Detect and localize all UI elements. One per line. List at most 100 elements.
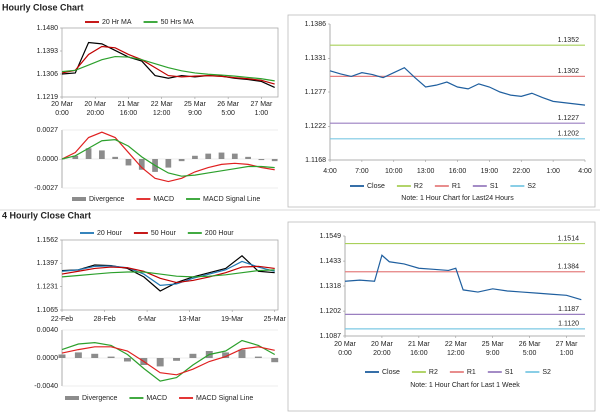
divergence-bar <box>91 353 99 358</box>
series-line <box>329 66 586 106</box>
legend-label: 20 Hr MA <box>102 19 132 26</box>
series-line <box>61 139 275 177</box>
y-tick-label: 1.1219 <box>37 94 59 101</box>
level-label: 1.1120 <box>558 321 579 328</box>
legend-label: S1 <box>505 369 514 376</box>
x-tick-label: 4:00 <box>323 168 337 175</box>
series-line <box>61 254 275 292</box>
series-line <box>61 346 275 376</box>
series-line <box>61 55 275 82</box>
level-label: 1.1302 <box>558 68 580 75</box>
x-tick-label: 27 Mar <box>556 341 578 348</box>
x-tick-label: 21 Mar <box>118 101 140 108</box>
y-tick-label: 1.1202 <box>320 308 342 315</box>
y-tick-label: 1.1433 <box>320 258 342 265</box>
series-line <box>61 260 275 286</box>
x-tick-label: 28-Feb <box>93 316 115 323</box>
divergence-bar <box>112 156 119 159</box>
x-tick-label: 22-Feb <box>51 316 73 323</box>
section-title: 4 Hourly Close Chart <box>2 210 91 220</box>
legend-label: MACD Signal Line <box>196 395 253 402</box>
x-tick-label: 20 Mar <box>84 101 106 108</box>
level-label: 1.1227 <box>558 115 580 122</box>
divergence-bar <box>138 159 145 170</box>
divergence-bar <box>125 159 132 166</box>
legend-label: MACD <box>153 196 174 203</box>
legend-swatch <box>65 396 79 400</box>
y-tick-label: -0.0027 <box>34 185 58 192</box>
y-tick-label: 0.0040 <box>37 327 59 334</box>
x-tick-label: 13:00 <box>417 168 435 175</box>
divergence-bar <box>205 153 212 159</box>
y-tick-label: 1.1306 <box>37 71 59 78</box>
series-line <box>344 254 582 301</box>
plot-frame <box>61 239 279 311</box>
x-tick-label: 12:00 <box>153 110 171 117</box>
x-tick-label: 6-Mar <box>138 316 157 323</box>
legend-swatch <box>72 197 86 201</box>
divergence-bar <box>222 352 230 358</box>
chart-note: Note: 1 Hour Chart for Last24 Hours <box>401 195 514 202</box>
y-tick-label: -0.0040 <box>34 383 58 390</box>
y-tick-label: 1.1222 <box>305 123 327 130</box>
chart-note: Note: 1 Hour Chart for Last 1 Week <box>410 382 520 389</box>
divergence-bar <box>123 358 131 362</box>
y-tick-label: 1.1231 <box>37 283 59 290</box>
legend-label: Divergence <box>89 196 125 203</box>
y-tick-label: 0.0027 <box>37 127 59 134</box>
plot-frame <box>61 27 279 98</box>
x-tick-label: 9:00 <box>188 110 202 117</box>
divergence-bar <box>231 153 238 159</box>
y-tick-label: 1.1331 <box>305 55 327 62</box>
legend-label: 50 Hour <box>151 230 177 237</box>
divergence-bar <box>254 356 262 358</box>
series-line <box>61 41 275 89</box>
y-tick-label: 1.1087 <box>320 333 342 340</box>
legend-label: 200 Hour <box>205 230 234 237</box>
x-tick-label: 16:00 <box>449 168 467 175</box>
x-tick-label: 16:00 <box>120 110 138 117</box>
x-tick-label: 1:00 <box>255 110 269 117</box>
legend-label: R2 <box>414 183 423 190</box>
x-tick-label: 13-Mar <box>179 316 202 323</box>
y-tick-label: 0.0000 <box>37 355 59 362</box>
panel-frame <box>287 14 596 208</box>
y-tick-label: 1.1318 <box>320 283 342 290</box>
legend-label: S1 <box>490 183 499 190</box>
y-tick-label: 1.1397 <box>37 260 59 267</box>
legend-label: Close <box>382 369 400 376</box>
legend-label: R1 <box>452 183 461 190</box>
series-line <box>61 265 275 284</box>
divergence-bar <box>85 148 92 159</box>
series-line <box>61 269 275 278</box>
legend-label: Close <box>367 183 385 190</box>
y-tick-label: 1.1549 <box>320 233 342 240</box>
x-tick-label: 4:00 <box>578 168 592 175</box>
divergence-bar <box>74 352 82 358</box>
divergence-bar <box>178 159 185 162</box>
x-tick-label: 22 Mar <box>151 101 173 108</box>
legend-label: 20 Hour <box>97 230 123 237</box>
x-tick-label: 0:00 <box>55 110 69 117</box>
y-tick-label: 1.1168 <box>305 157 326 164</box>
x-tick-label: 20:00 <box>373 350 391 357</box>
divergence-bar <box>218 152 225 159</box>
level-label: 1.1187 <box>558 306 579 313</box>
divergence-bar <box>107 356 115 358</box>
level-label: 1.1514 <box>558 235 580 242</box>
x-tick-label: 22 Mar <box>445 341 467 348</box>
divergence-bar <box>72 155 79 159</box>
legend-label: MACD <box>146 395 167 402</box>
divergence-bar <box>99 150 105 159</box>
x-tick-label: 19-Mar <box>221 316 244 323</box>
level-label: 1.1352 <box>558 37 580 44</box>
y-tick-label: 1.1393 <box>37 48 59 55</box>
divergence-bar <box>58 354 66 358</box>
divergence-bar <box>165 159 172 168</box>
y-tick-label: 1.1480 <box>37 25 59 32</box>
legend-label: R1 <box>467 369 476 376</box>
x-tick-label: 1:00 <box>546 168 560 175</box>
divergence-bar <box>189 353 197 358</box>
y-tick-label: 1.1277 <box>305 89 327 96</box>
